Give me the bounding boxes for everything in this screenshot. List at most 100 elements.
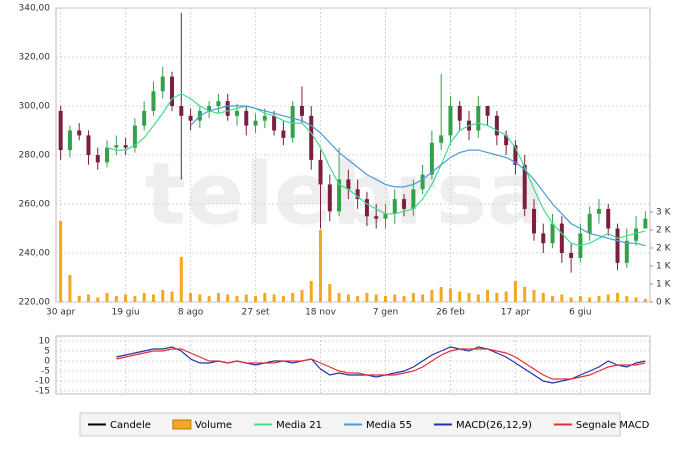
y2-tick-label: 2 K bbox=[656, 226, 672, 236]
candle-body bbox=[643, 218, 648, 229]
volume-bar bbox=[421, 294, 425, 302]
volume-bar bbox=[597, 296, 601, 302]
candle-body bbox=[225, 101, 230, 116]
candle-body bbox=[160, 76, 165, 92]
volume-bar bbox=[486, 290, 490, 302]
candle-body bbox=[281, 130, 286, 138]
candle-body bbox=[624, 240, 629, 263]
volume-bar bbox=[170, 291, 174, 302]
y-tick-label: 320,00 bbox=[19, 53, 51, 63]
volume-bar bbox=[235, 296, 239, 302]
candle-body bbox=[299, 106, 304, 116]
volume-bar bbox=[356, 296, 360, 302]
volume-bar bbox=[96, 297, 100, 302]
volume-bar bbox=[504, 291, 508, 302]
x-tick-label: 7 gen bbox=[373, 308, 399, 318]
y-tick-label: 5 bbox=[44, 347, 50, 357]
candle-body bbox=[541, 233, 546, 244]
volume-bar bbox=[272, 294, 276, 302]
volume-bar bbox=[124, 294, 128, 302]
y-tick-label: -10 bbox=[35, 377, 50, 387]
candle-body bbox=[142, 110, 147, 126]
volume-bar bbox=[300, 290, 304, 302]
y-tick-label: 260,00 bbox=[19, 200, 51, 210]
candle-body bbox=[569, 253, 574, 258]
candle-body bbox=[95, 155, 100, 163]
y2-tick-label: 3 K bbox=[656, 208, 672, 218]
volume-bar bbox=[207, 296, 211, 302]
volume-bar bbox=[541, 293, 545, 302]
x-tick-label: 19 giu bbox=[111, 308, 139, 318]
volume-bar bbox=[68, 275, 72, 302]
volume-bar bbox=[86, 294, 90, 302]
volume-bar bbox=[383, 296, 387, 302]
y-tick-label: -15 bbox=[35, 387, 50, 397]
volume-bar bbox=[151, 294, 155, 302]
volume-bar bbox=[560, 294, 564, 302]
candle-body bbox=[272, 115, 277, 131]
candle-body bbox=[170, 76, 175, 106]
candle-body bbox=[86, 135, 91, 155]
legend-label: Segnale MACD bbox=[576, 420, 650, 431]
volume-bar bbox=[161, 290, 165, 302]
y-tick-label: -5 bbox=[41, 367, 50, 377]
volume-bar bbox=[77, 296, 81, 302]
volume-bar bbox=[532, 290, 536, 302]
candle-body bbox=[587, 213, 592, 234]
volume-bar bbox=[430, 290, 434, 302]
volume-bar bbox=[254, 296, 258, 302]
candle-body bbox=[151, 91, 156, 111]
candle-body bbox=[402, 199, 407, 209]
candle-body bbox=[337, 179, 342, 212]
legend-swatch bbox=[172, 419, 192, 430]
volume-bar bbox=[226, 294, 230, 302]
line-series bbox=[116, 346, 646, 384]
volume-bar bbox=[402, 296, 406, 302]
volume-bar bbox=[365, 293, 369, 302]
candle-body bbox=[439, 135, 444, 143]
volume-bar bbox=[59, 221, 63, 302]
volume-bar bbox=[495, 293, 499, 302]
y-tick-label: 240,00 bbox=[19, 249, 51, 259]
volume-bar bbox=[216, 293, 220, 302]
volume-bar bbox=[291, 293, 295, 302]
volume-bar bbox=[634, 297, 638, 302]
x-tick-label: 8 ago bbox=[178, 308, 204, 318]
candle-body bbox=[504, 135, 509, 146]
volume-bar bbox=[328, 284, 332, 302]
volume-bar bbox=[337, 293, 341, 302]
volume-bar bbox=[411, 293, 415, 302]
candle-body bbox=[392, 199, 397, 214]
x-tick-label: 6 giu bbox=[569, 308, 592, 318]
volume-bar bbox=[476, 294, 480, 302]
volume-bar bbox=[578, 296, 582, 302]
candle-body bbox=[67, 130, 72, 151]
volume-bar bbox=[281, 296, 285, 302]
candle-body bbox=[114, 145, 119, 148]
y-tick-label: 280,00 bbox=[19, 151, 51, 161]
candle-body bbox=[123, 145, 128, 148]
candle-body bbox=[550, 223, 555, 244]
volume-bar bbox=[198, 294, 202, 302]
volume-bar bbox=[393, 294, 397, 302]
x-tick-label: 27 set bbox=[242, 308, 271, 318]
legend-label: Media 55 bbox=[366, 420, 412, 431]
candle-body bbox=[494, 115, 499, 136]
volume-bar bbox=[263, 293, 267, 302]
volume-bar bbox=[643, 299, 647, 302]
candle-body bbox=[355, 189, 360, 200]
y2-tick-label: 1 K bbox=[656, 280, 672, 290]
y-tick-label: 340,00 bbox=[19, 4, 51, 14]
volume-bar bbox=[467, 293, 471, 302]
candle-body bbox=[244, 110, 249, 126]
volume-bar bbox=[458, 291, 462, 302]
y-tick-label: 0 bbox=[44, 357, 50, 367]
candle-body bbox=[513, 145, 518, 165]
candle-body bbox=[374, 216, 379, 219]
candle-body bbox=[615, 228, 620, 263]
candle-body bbox=[364, 199, 369, 217]
y-tick-label: 300,00 bbox=[19, 102, 51, 112]
candle-body bbox=[485, 106, 490, 116]
candle-body bbox=[634, 228, 639, 241]
x-tick-label: 30 apr bbox=[46, 308, 76, 318]
